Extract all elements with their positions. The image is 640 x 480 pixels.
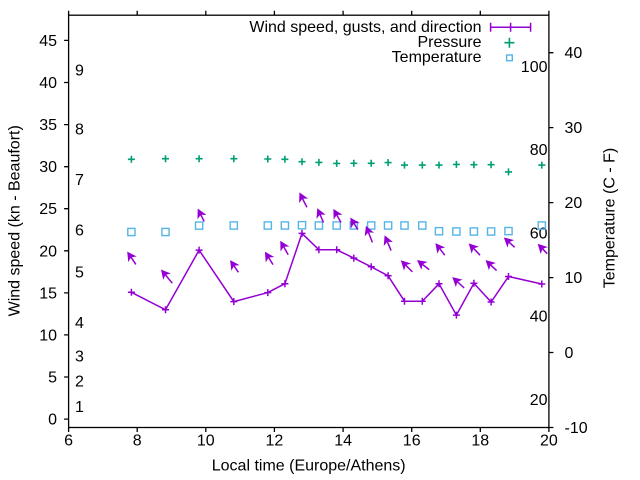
svg-text:40: 40 [530,309,548,326]
svg-text:3: 3 [75,349,84,366]
svg-text:20: 20 [540,433,558,450]
svg-text:16: 16 [403,433,421,450]
svg-text:25: 25 [39,201,57,218]
svg-text:18: 18 [471,433,489,450]
svg-text:20: 20 [565,195,583,212]
svg-text:9: 9 [75,62,84,79]
svg-text:7: 7 [75,172,84,189]
svg-text:-10: -10 [565,420,588,437]
svg-text:Wind speed (kn - Beaufort): Wind speed (kn - Beaufort) [7,125,24,316]
svg-text:45: 45 [39,33,57,50]
svg-text:8: 8 [75,121,84,138]
svg-text:20: 20 [530,392,548,409]
svg-text:10: 10 [565,270,583,287]
svg-text:14: 14 [334,433,352,450]
svg-text:30: 30 [39,159,57,176]
svg-text:5: 5 [75,264,84,281]
svg-text:100: 100 [521,59,548,76]
svg-text:Pressure: Pressure [417,34,481,51]
svg-text:Temperature: Temperature [392,49,482,66]
svg-text:6: 6 [75,222,84,239]
svg-text:5: 5 [48,370,57,387]
svg-text:0: 0 [565,345,574,362]
svg-text:10: 10 [197,433,215,450]
svg-text:Temperature (C - F): Temperature (C - F) [602,148,619,288]
svg-text:35: 35 [39,117,57,134]
svg-text:15: 15 [39,285,57,302]
svg-text:40: 40 [39,75,57,92]
svg-text:6: 6 [64,433,73,450]
svg-text:30: 30 [565,120,583,137]
svg-text:12: 12 [266,433,284,450]
svg-text:20: 20 [39,243,57,260]
svg-text:2: 2 [75,374,84,391]
svg-text:0: 0 [48,412,57,429]
svg-text:Local time (Europe/Athens): Local time (Europe/Athens) [212,458,406,475]
svg-text:4: 4 [75,315,84,332]
svg-text:40: 40 [565,45,583,62]
svg-text:8: 8 [133,433,142,450]
svg-text:10: 10 [39,327,57,344]
svg-text:80: 80 [530,142,548,159]
svg-text:Wind speed, gusts, and directi: Wind speed, gusts, and direction [249,19,481,36]
svg-text:1: 1 [75,399,84,416]
